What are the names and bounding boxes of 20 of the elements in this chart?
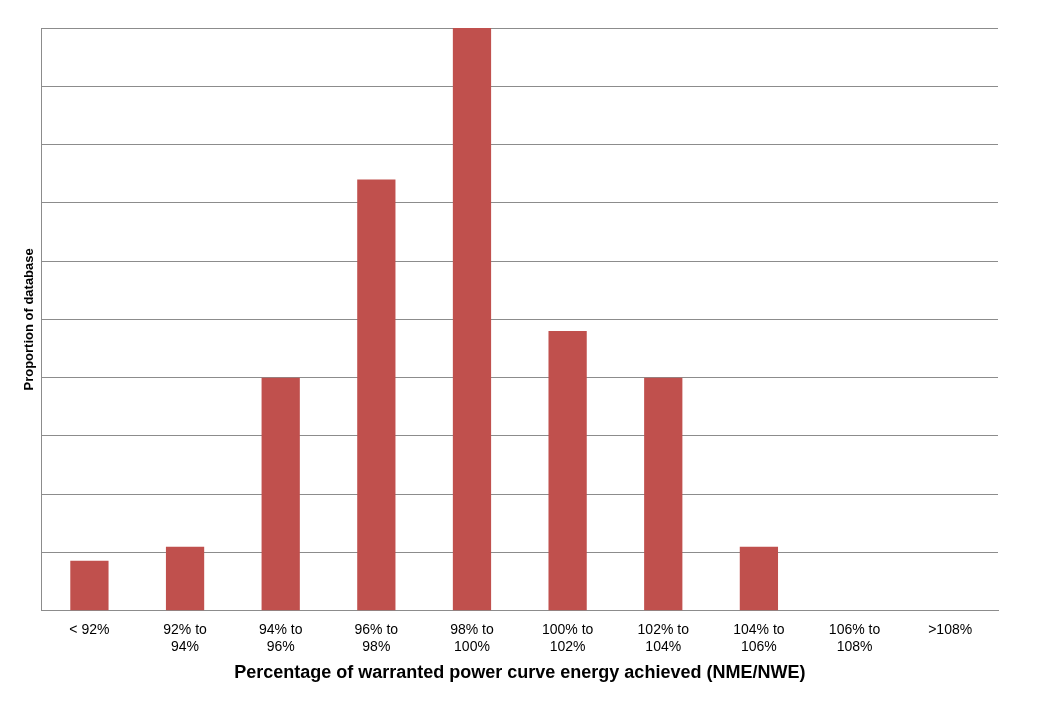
x-tick-label: 106% to 108%	[828, 621, 881, 654]
bar	[548, 331, 587, 611]
bar	[165, 546, 205, 611]
x-tick-label: 100% to 102%	[541, 621, 594, 654]
x-tick-label: 104% to 106%	[733, 621, 785, 654]
bar	[261, 377, 300, 611]
bar	[70, 560, 109, 611]
bar	[452, 28, 492, 611]
x-tick-label: 92% to 94%	[163, 621, 208, 654]
bar	[357, 179, 396, 611]
x-tick-label: < 92%	[69, 621, 110, 638]
bar	[739, 546, 779, 611]
x-tick-label: 94% to 96%	[258, 621, 303, 654]
x-tick-label: 96% to 98%	[354, 621, 399, 654]
x-tick-label: 102% to 104%	[637, 621, 690, 654]
x-tick-label: >108%	[928, 621, 973, 638]
y-axis-title: Proportion of database	[21, 248, 37, 391]
x-tick-label: 98% to 100%	[450, 621, 494, 654]
x-axis-title: Percentage of warranted power curve energy achieved (NME/NWE)	[234, 662, 806, 683]
bar	[644, 377, 683, 611]
